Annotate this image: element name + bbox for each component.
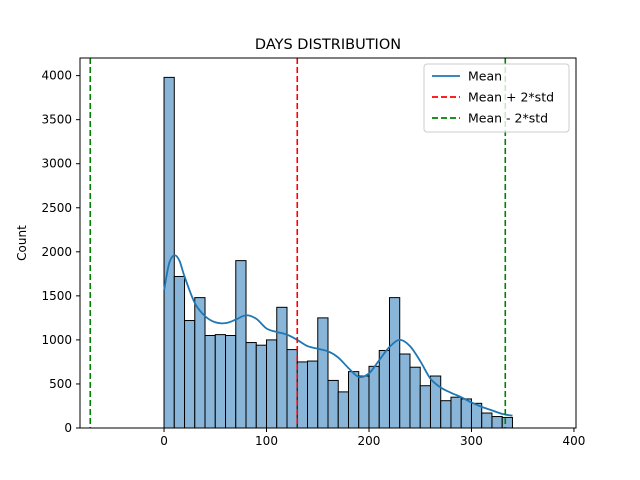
- x-tick-label: 300: [460, 434, 483, 448]
- y-tick-label: 2000: [41, 245, 72, 259]
- legend-entry-label: Mean: [468, 69, 502, 84]
- x-tick-label: 200: [358, 434, 381, 448]
- histogram-bar: [266, 339, 278, 429]
- x-tick-label: 100: [255, 434, 278, 448]
- x-tick-label: 0: [160, 434, 168, 448]
- histogram-bar: [194, 297, 206, 429]
- histogram-bar: [296, 361, 309, 429]
- histogram-bar: [440, 400, 452, 429]
- y-tick-label: 2500: [41, 201, 72, 215]
- histogram-bar: [235, 260, 247, 429]
- histogram-bar: [184, 320, 196, 429]
- x-tick-label: 400: [562, 434, 585, 448]
- histogram-bar: [276, 306, 288, 429]
- kde-curve: [163, 254, 513, 417]
- legend-entry-label: Mean + 2*std: [468, 90, 554, 105]
- histogram-bar: [255, 344, 268, 429]
- histogram-bar: [481, 412, 493, 429]
- axes: 0 100 200 300 400050010001500200025003000350…: [41, 57, 585, 448]
- histogram-bar: [409, 366, 421, 429]
- legend-box: [423, 63, 570, 133]
- kde-curve-group: [163, 254, 513, 417]
- histogram-bar: [173, 275, 186, 429]
- histogram-bar: [245, 342, 257, 429]
- histogram-bar: [491, 416, 503, 429]
- histogram-bar: [501, 416, 513, 429]
- histogram-bar: [337, 391, 349, 429]
- histogram-bar: [204, 335, 216, 429]
- legend: Mean Mean + 2*std Mean - 2*std: [423, 63, 570, 133]
- histogram-bar: [286, 349, 298, 429]
- histogram-bar: [399, 353, 411, 429]
- histogram-bar: [214, 334, 227, 429]
- y-tick-label: 4000: [41, 69, 72, 83]
- histogram-bar: [327, 379, 339, 429]
- histogram-bar: [225, 335, 237, 429]
- histogram-bar: [163, 76, 175, 429]
- histogram-bar: [450, 396, 462, 429]
- y-tick-label: 1000: [41, 333, 72, 347]
- legend-entry-label: Mean - 2*std: [468, 111, 548, 126]
- histogram-bar: [307, 360, 319, 429]
- y-tick-label: 3500: [41, 113, 72, 127]
- y-tick-label: 0: [64, 421, 72, 435]
- axes-frame: [79, 57, 577, 429]
- histogram-bar: [378, 349, 390, 429]
- y-tick-label: 500: [49, 377, 72, 391]
- histogram-bar: [347, 371, 360, 429]
- y-tick-label: 1500: [41, 289, 72, 303]
- y-axis-label: Count: [15, 225, 29, 261]
- reference-lines: [89, 58, 507, 428]
- histogram-bar: [317, 317, 329, 429]
- histogram-bar: [419, 385, 431, 429]
- histogram-bar: [368, 365, 380, 429]
- histogram-bar: [460, 398, 472, 429]
- histogram-bar: [388, 297, 401, 429]
- histogram-bar: [358, 375, 370, 429]
- chart-title: DAYS DISTRIBUTION: [255, 37, 401, 53]
- y-tick-label: 3000: [41, 157, 72, 171]
